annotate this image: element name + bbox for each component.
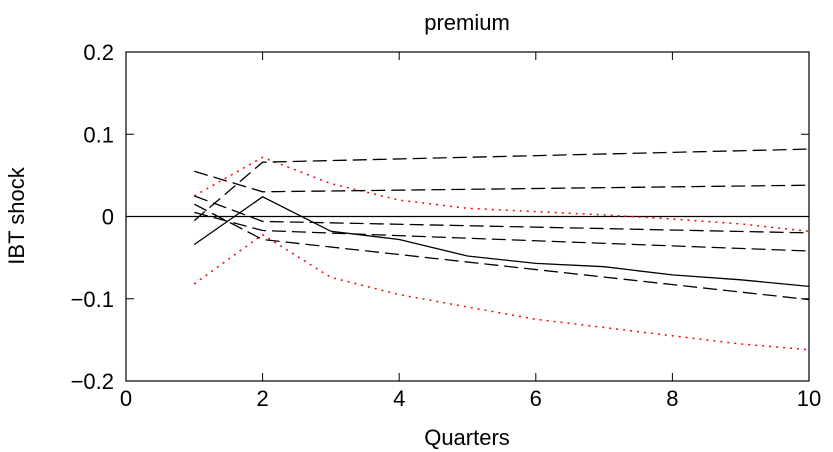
y-tick-label: −0.1 [71, 287, 114, 312]
series-7-dashed-line [194, 211, 810, 252]
series-4-dashed-line [194, 170, 810, 193]
x-tick-label: 8 [666, 386, 678, 411]
x-tick-label: 2 [256, 386, 268, 411]
series-1-solid-line [193, 196, 810, 288]
y-tick-label: 0.2 [83, 40, 114, 65]
x-tick-label: 6 [530, 386, 542, 411]
series-3-dotted-line [193, 233, 810, 351]
chart-title: premium [424, 10, 510, 35]
y-tick-label: 0 [102, 205, 114, 230]
x-tick-label: 10 [797, 386, 821, 411]
series-8-dashed-line [194, 203, 810, 301]
x-axis-label: Quarters [424, 425, 510, 450]
x-tick-label: 4 [393, 386, 405, 411]
y-tick-label: 0.1 [83, 122, 114, 147]
series-6-dashed-line [194, 195, 810, 234]
series-5-dashed-line [193, 148, 810, 222]
series-layer [193, 148, 810, 351]
ticks-layer: 0 2 4 6 8 10 0.2 0.1 0 −0.1 −0.2 [71, 40, 822, 411]
y-tick-label: −0.2 [71, 369, 114, 394]
x-tick-label: 0 [120, 386, 132, 411]
y-axis-label: IBT shock [4, 166, 29, 264]
